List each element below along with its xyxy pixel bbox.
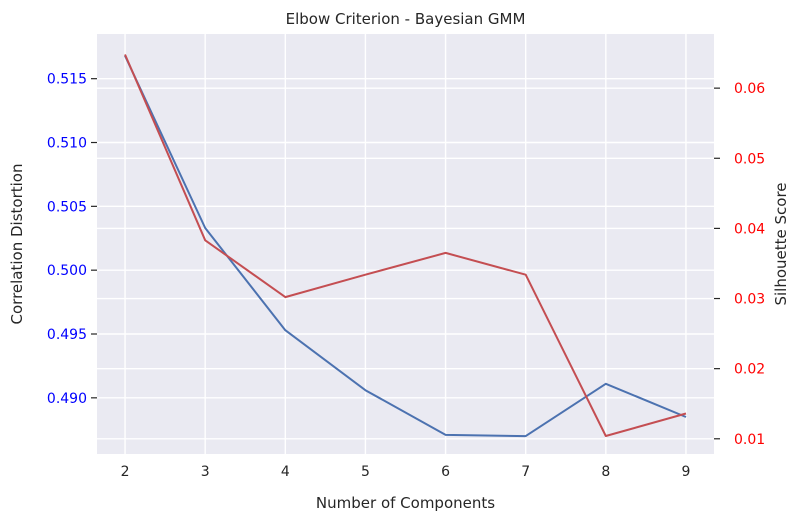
y-left-tick-label: 0.500 <box>47 263 87 279</box>
y-right-tick-label: 0.02 <box>734 362 765 378</box>
x-axis-label: Number of Components <box>316 494 495 512</box>
x-tick-label: 8 <box>601 464 610 480</box>
plot-area <box>97 34 714 454</box>
x-tick-label: 5 <box>361 464 370 480</box>
y-right-tick-label: 0.05 <box>734 151 765 167</box>
grid <box>97 34 714 454</box>
chart-title: Elbow Criterion - Bayesian GMM <box>286 10 526 28</box>
x-tick-label: 4 <box>281 464 290 480</box>
y-left-tick-label: 0.495 <box>47 327 87 343</box>
y-left-tick-label: 0.505 <box>47 199 87 215</box>
y-right-tick-label: 0.01 <box>734 432 765 448</box>
y-right-tick-label: 0.04 <box>734 221 765 237</box>
x-tick-label: 3 <box>201 464 210 480</box>
y-left-tick-label: 0.490 <box>47 391 87 407</box>
y-left-tick-label: 0.515 <box>47 72 87 88</box>
x-tick-label: 7 <box>521 464 530 480</box>
x-tick-label: 9 <box>681 464 690 480</box>
y-left-tick-label: 0.510 <box>47 136 87 152</box>
series-layer <box>124 54 687 438</box>
y-axis-left-label: Correlation Distortion <box>8 164 26 325</box>
y-right-tick-label: 0.03 <box>734 292 765 308</box>
x-tick-label: 6 <box>441 464 450 480</box>
silhouette-series-line <box>124 54 687 437</box>
x-tick-label: 2 <box>121 464 130 480</box>
distortion-series-line <box>124 55 687 438</box>
y-axis-right-label: Silhouette Score <box>772 182 790 305</box>
y-right-tick-label: 0.06 <box>734 81 765 97</box>
ticks-layer: 2 3 4 5 6 7 8 9 0.490 0.495 0.500 0.505 0.510 0.515 0.… <box>47 72 765 480</box>
